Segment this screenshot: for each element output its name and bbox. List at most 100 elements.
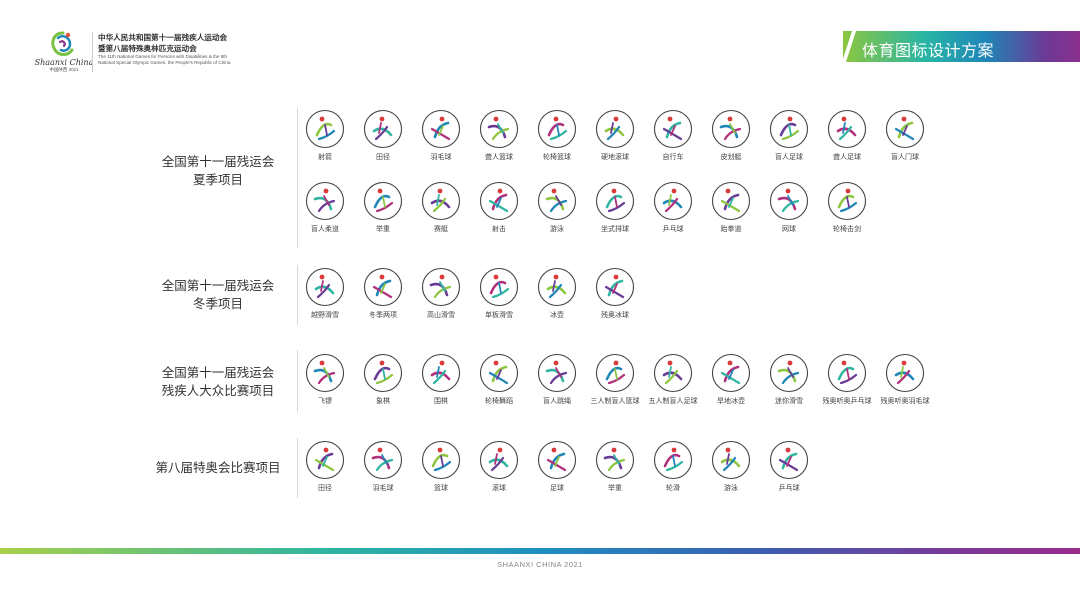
sport-icon-item: 网球 [759,181,819,234]
sport-icon-item: 轮椅舞蹈 [469,353,529,406]
sport-icon-item: 聋人篮球 [469,109,529,162]
sport-name-label: 田径 [376,154,390,161]
section-label-line1: 第八届特奥会比赛项目 [155,461,281,475]
sport-name-label: 滚球 [492,485,506,492]
sport-name-label: 盲人足球 [775,154,803,161]
sport-pictogram-icon [595,353,635,393]
sport-name-label: 高山滑雪 [427,312,455,319]
sport-pictogram-icon [421,440,461,480]
sport-icon-item: 单板滑雪 [469,267,529,320]
games-emblem-icon [51,31,74,56]
sport-pictogram-icon [363,181,403,221]
section-label-line2: 残疾人大众比赛项目 [161,384,275,398]
sport-icon-item: 举重 [585,440,645,493]
sport-pictogram-icon [595,109,635,149]
sport-icon-item: 田径 [295,440,355,493]
sport-name-label: 网球 [782,226,796,233]
sport-icon-item: 盲人足球 [759,109,819,162]
banner-slash [841,31,857,62]
section-label-line1: 全国第十一届残运会 [161,366,275,380]
sport-name-label: 足球 [550,485,564,492]
sport-name-label: 围棋 [434,398,448,405]
bottom-gradient-bar [0,548,1080,554]
section-divider-mass [297,350,298,412]
sport-icon-item: 赛艇 [411,181,471,234]
section-divider-special [297,438,298,498]
sport-pictogram-icon [653,109,693,149]
sport-icon-item: 盲人柔道 [295,181,355,234]
sport-pictogram-icon [305,109,345,149]
sport-icon-item: 乒乓球 [759,440,819,493]
sport-pictogram-icon [769,440,809,480]
sport-pictogram-icon [595,267,635,307]
section-label-line1: 全国第十一届残运会 [161,155,275,169]
sport-name-label: 举重 [608,485,622,492]
sport-name-label: 皮划艇 [720,154,742,161]
sport-pictogram-icon [885,353,925,393]
sport-pictogram-icon [305,267,345,307]
sport-name-label: 乒乓球 [778,485,800,492]
sport-icon-item: 足球 [527,440,587,493]
section-label-special: 第八届特奥会比赛项目 [120,459,316,477]
sport-icon-item: 冰壶 [527,267,587,320]
sport-name-label: 聋人篮球 [485,154,513,161]
sport-pictogram-icon [537,181,577,221]
sport-icon-item: 残奥听奥羽毛球 [875,353,935,406]
sport-name-label: 羽毛球 [372,485,394,492]
sport-name-label: 乒乓球 [662,226,684,233]
sport-pictogram-icon [769,109,809,149]
sport-pictogram-icon [363,353,403,393]
org-en-line1: The 11th National Games for Persons with… [98,54,228,59]
sport-name-label: 五人制盲人足球 [648,398,698,405]
section-label-line1: 全国第十一届残运会 [161,279,275,293]
sport-pictogram-icon [769,353,809,393]
sport-icon-item: 三人制盲人篮球 [585,353,645,406]
sport-pictogram-icon [769,181,809,221]
sport-name-label: 单板滑雪 [485,312,513,319]
sport-icon-item: 硬地滚球 [585,109,645,162]
sport-pictogram-icon [421,109,461,149]
sport-pictogram-icon [885,109,925,149]
section-label-line2: 冬季项目 [192,297,243,311]
logo-script-text: Shaanxi China [34,58,94,67]
sport-pictogram-icon [653,353,693,393]
sport-icon-item: 象棋 [353,353,413,406]
sport-pictogram-icon [479,181,519,221]
sport-name-label: 聋人足球 [833,154,861,161]
sport-icon-item: 五人制盲人足球 [643,353,703,406]
sport-icon-item: 残奥听奥乒乓球 [817,353,877,406]
sport-name-label: 残奥听奥乒乓球 [822,398,872,405]
sport-name-label: 跆拳道 [720,226,742,233]
sport-pictogram-icon [595,440,635,480]
sport-pictogram-icon [421,353,461,393]
logo-year-text: 中国陕西 2021 [49,67,79,72]
sport-name-label: 轮椅舞蹈 [485,398,513,405]
sport-name-label: 轮椅击剑 [833,226,861,233]
sport-pictogram-icon [711,440,751,480]
sport-name-label: 残奥听奥羽毛球 [880,398,930,405]
sport-icon-item: 乒乓球 [643,181,703,234]
sport-icon-item: 轮椅击剑 [817,181,877,234]
sport-pictogram-icon [305,440,345,480]
sport-pictogram-icon [479,109,519,149]
sport-icon-item: 聋人足球 [817,109,877,162]
sport-icon-item: 迷你滑雪 [759,353,819,406]
sport-icon-item: 旱地冰壶 [701,353,761,406]
sport-icon-item: 射击 [469,181,529,234]
sport-icon-item: 飞镖 [295,353,355,406]
sport-name-label: 田径 [318,485,332,492]
sport-name-label: 游泳 [550,226,564,233]
sport-pictogram-icon [363,440,403,480]
sport-pictogram-icon [305,353,345,393]
sport-icon-item: 围棋 [411,353,471,406]
games-logo: Shaanxi China 中国陕西 2021 [34,30,94,74]
sport-pictogram-icon [711,181,751,221]
sport-pictogram-icon [363,109,403,149]
sport-pictogram-icon [537,109,577,149]
sport-pictogram-icon [479,440,519,480]
sport-icon-item: 射箭 [295,109,355,162]
sport-name-label: 盲人门球 [891,154,919,161]
sport-pictogram-icon [421,181,461,221]
sport-icon-item: 羽毛球 [411,109,471,162]
sport-pictogram-icon [827,109,867,149]
